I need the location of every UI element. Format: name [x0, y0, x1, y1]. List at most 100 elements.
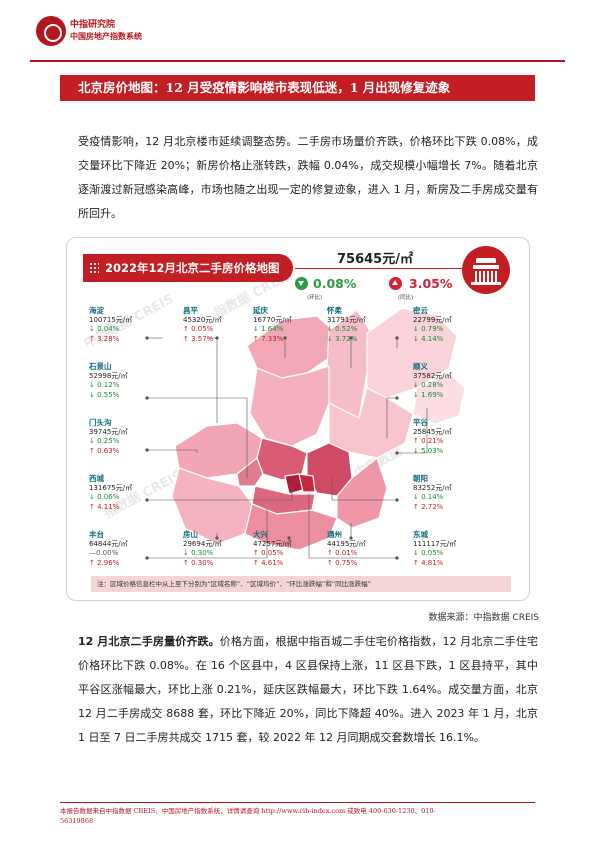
district-label: 大兴 47257元/㎡ ↑ 0.05% ↑ 4.61%: [253, 530, 333, 568]
district-price: 37582元/㎡: [413, 371, 452, 380]
district-mom: ↓ 0.12%: [89, 381, 120, 390]
district-name: 通州: [327, 530, 342, 539]
district-name: 怀柔: [327, 306, 342, 315]
price-map-card: 中指数据 CREIS 指数据 CREIS 中指数据 CREIS 指数据 CREI…: [66, 237, 530, 601]
district-name: 大兴: [253, 530, 268, 539]
page-title: 北京房价地图：12 月受疫情影响楼市表现低迷，1 月出现修复迹象: [60, 75, 535, 101]
mom-change: 0.08%: [313, 276, 357, 291]
district-label: 丰台 64844元/㎡ —0.00% ↑ 2.96%: [89, 530, 169, 568]
district-price: 31791元/㎡: [327, 315, 366, 324]
district-price: 29694元/㎡: [183, 539, 222, 548]
leader-line: [207, 337, 218, 423]
leader-line: [397, 408, 428, 454]
district-label: 海淀 100715元/㎡ ↓ 0.04% ↑ 3.28%: [89, 306, 169, 344]
footer-divider: [60, 802, 535, 803]
district-name: 昌平: [183, 306, 198, 315]
district-mom: ↑ 0.01%: [327, 549, 358, 558]
system-name: 中国房地产指数系统: [70, 32, 142, 41]
district-yoy: ↓ 1.69%: [413, 390, 444, 399]
district-yoy: ↑ 3.28%: [89, 334, 120, 343]
district-name: 顺义: [413, 362, 428, 371]
leader-line: [147, 508, 268, 559]
district-name: 东城: [413, 530, 428, 539]
district-label: 门头沟 39745元/㎡ ↓ 0.25% ↑ 0.63%: [89, 418, 169, 456]
district-mom: ↑ 0.21%: [413, 437, 444, 446]
district-label: 延庆 16770元/㎡ ↓ 1.64% ↑ 7.33%: [253, 306, 333, 344]
district-label: 昌平 45320元/㎡ ↑ 0.05% ↑ 3.57%: [183, 306, 263, 344]
footer-line1: 本报告数据来自中指数据 CREIS、中国房地产指数系统，详情请查询 http:/…: [60, 807, 436, 815]
district-name: 朝阳: [413, 474, 428, 483]
mom-label: (环比): [307, 295, 323, 301]
district-price: 25845元/㎡: [413, 427, 452, 436]
map-region-shijingshan: [236, 457, 264, 487]
org-name: 中指研究院: [70, 20, 116, 30]
district-label: 顺义 37582元/㎡ ↓ 0.28% ↓ 1.69%: [413, 362, 493, 400]
district-price: 100715元/㎡: [89, 315, 133, 324]
map-region-tongzhou: [336, 457, 388, 529]
map-title: 2022年12月北京二手房价格地图: [83, 254, 293, 282]
district-price: 22799元/㎡: [413, 315, 452, 324]
leader-line: [308, 494, 397, 559]
district-mom: ↓ 0.05%: [413, 549, 444, 558]
district-name: 海淀: [89, 306, 104, 315]
leader-line: [147, 449, 198, 453]
dots-icon: [89, 262, 99, 274]
section2-body: 价格方面，根据中指百城二手住宅价格指数，12 月北京二手住宅价格环比下跌 0.0…: [78, 635, 538, 744]
footer: 本报告数据来自中指数据 CREIS、中国房地产指数系统，详情请查询 http:/…: [60, 806, 535, 826]
district-price: 44195元/㎡: [327, 539, 366, 548]
district-label: 房山 29694元/㎡ ↓ 0.30% ↑ 0.30%: [183, 530, 263, 568]
yoy-change: 3.05%: [409, 276, 453, 291]
district-mom: ↓ 0.14%: [413, 493, 444, 502]
district-price: 16770元/㎡: [253, 315, 292, 324]
district-label: 朝阳 83252元/㎡ ↓ 0.14% ↑ 2.72%: [413, 474, 493, 512]
map-region-daxing: [244, 503, 338, 551]
district-mom: ↓ 0.79%: [413, 325, 444, 334]
district-price: 45320元/㎡: [183, 315, 222, 324]
district-label: 通州 44195元/㎡ ↑ 0.01% ↑ 0.75%: [327, 530, 407, 568]
district-label: 密云 22799元/㎡ ↓ 0.79% ↓ 4.14%: [413, 306, 493, 344]
district-label: 东城 111117元/㎡ ↓ 0.05% ↑ 4.81%: [413, 530, 493, 568]
district-yoy: ↑ 4.11%: [89, 502, 120, 511]
district-yoy: ↑ 0.63%: [89, 446, 120, 455]
leader-line: [386, 397, 397, 438]
district-price: 111117元/㎡: [413, 539, 457, 548]
temple-of-heaven-icon: [462, 246, 510, 294]
district-mom: ↓ 0.06%: [89, 493, 120, 502]
district-mom: ↓ 1.64%: [253, 325, 284, 334]
district-price: 52998元/㎡: [89, 371, 128, 380]
district-name: 西城: [89, 474, 104, 483]
data-source: 数据来源：中指数据 CREIS: [428, 613, 539, 623]
district-mom: ↓ 0.04%: [89, 325, 120, 334]
avg-divider: [295, 268, 465, 269]
district-label: 怀柔 31791元/㎡ ↓ 0.52% ↓ 3.72%: [327, 306, 407, 344]
district-name: 延庆: [253, 306, 268, 315]
district-yoy: ↑ 4.61%: [253, 558, 284, 567]
district-yoy: ↑ 4.81%: [413, 558, 444, 567]
map-region-changping: [249, 365, 330, 447]
district-name: 密云: [413, 306, 428, 315]
district-name: 丰台: [89, 530, 104, 539]
logo-icon: [36, 16, 66, 46]
district-yoy: ↑ 3.57%: [183, 334, 214, 343]
district-price: 64844元/㎡: [89, 539, 128, 548]
district-mom: ↓ 0.25%: [89, 437, 120, 446]
district-yoy: ↑ 2.72%: [413, 502, 444, 511]
district-yoy: ↓ 4.14%: [413, 334, 444, 343]
map-note: 注：区域价格信息栏中从上至下分别为“区域名称”、“区域均价”、“环比涨跌幅”和“…: [91, 576, 511, 592]
district-label: 平谷 25845元/㎡ ↑ 0.21% ↓ 5.03%: [413, 418, 493, 456]
district-price: 131675元/㎡: [89, 483, 133, 492]
yoy-label: (同比): [398, 295, 414, 301]
header-divider: [30, 60, 565, 62]
district-yoy: ↑ 0.30%: [183, 558, 214, 567]
down-arrow-icon: [295, 277, 308, 290]
leader-line: [147, 486, 293, 501]
district-yoy: ↓ 0.55%: [89, 390, 120, 399]
district-name: 门头沟: [89, 418, 112, 427]
district-mom: —0.00%: [89, 549, 119, 558]
district-mom: ↑ 0.05%: [183, 325, 214, 334]
district-label: 西城 131675元/㎡ ↓ 0.06% ↑ 4.11%: [89, 474, 169, 512]
leader-line: [331, 478, 397, 501]
district-yoy: ↑ 0.75%: [327, 558, 358, 567]
district-yoy: ↓ 3.72%: [327, 334, 358, 343]
district-price: 47257元/㎡: [253, 539, 292, 548]
